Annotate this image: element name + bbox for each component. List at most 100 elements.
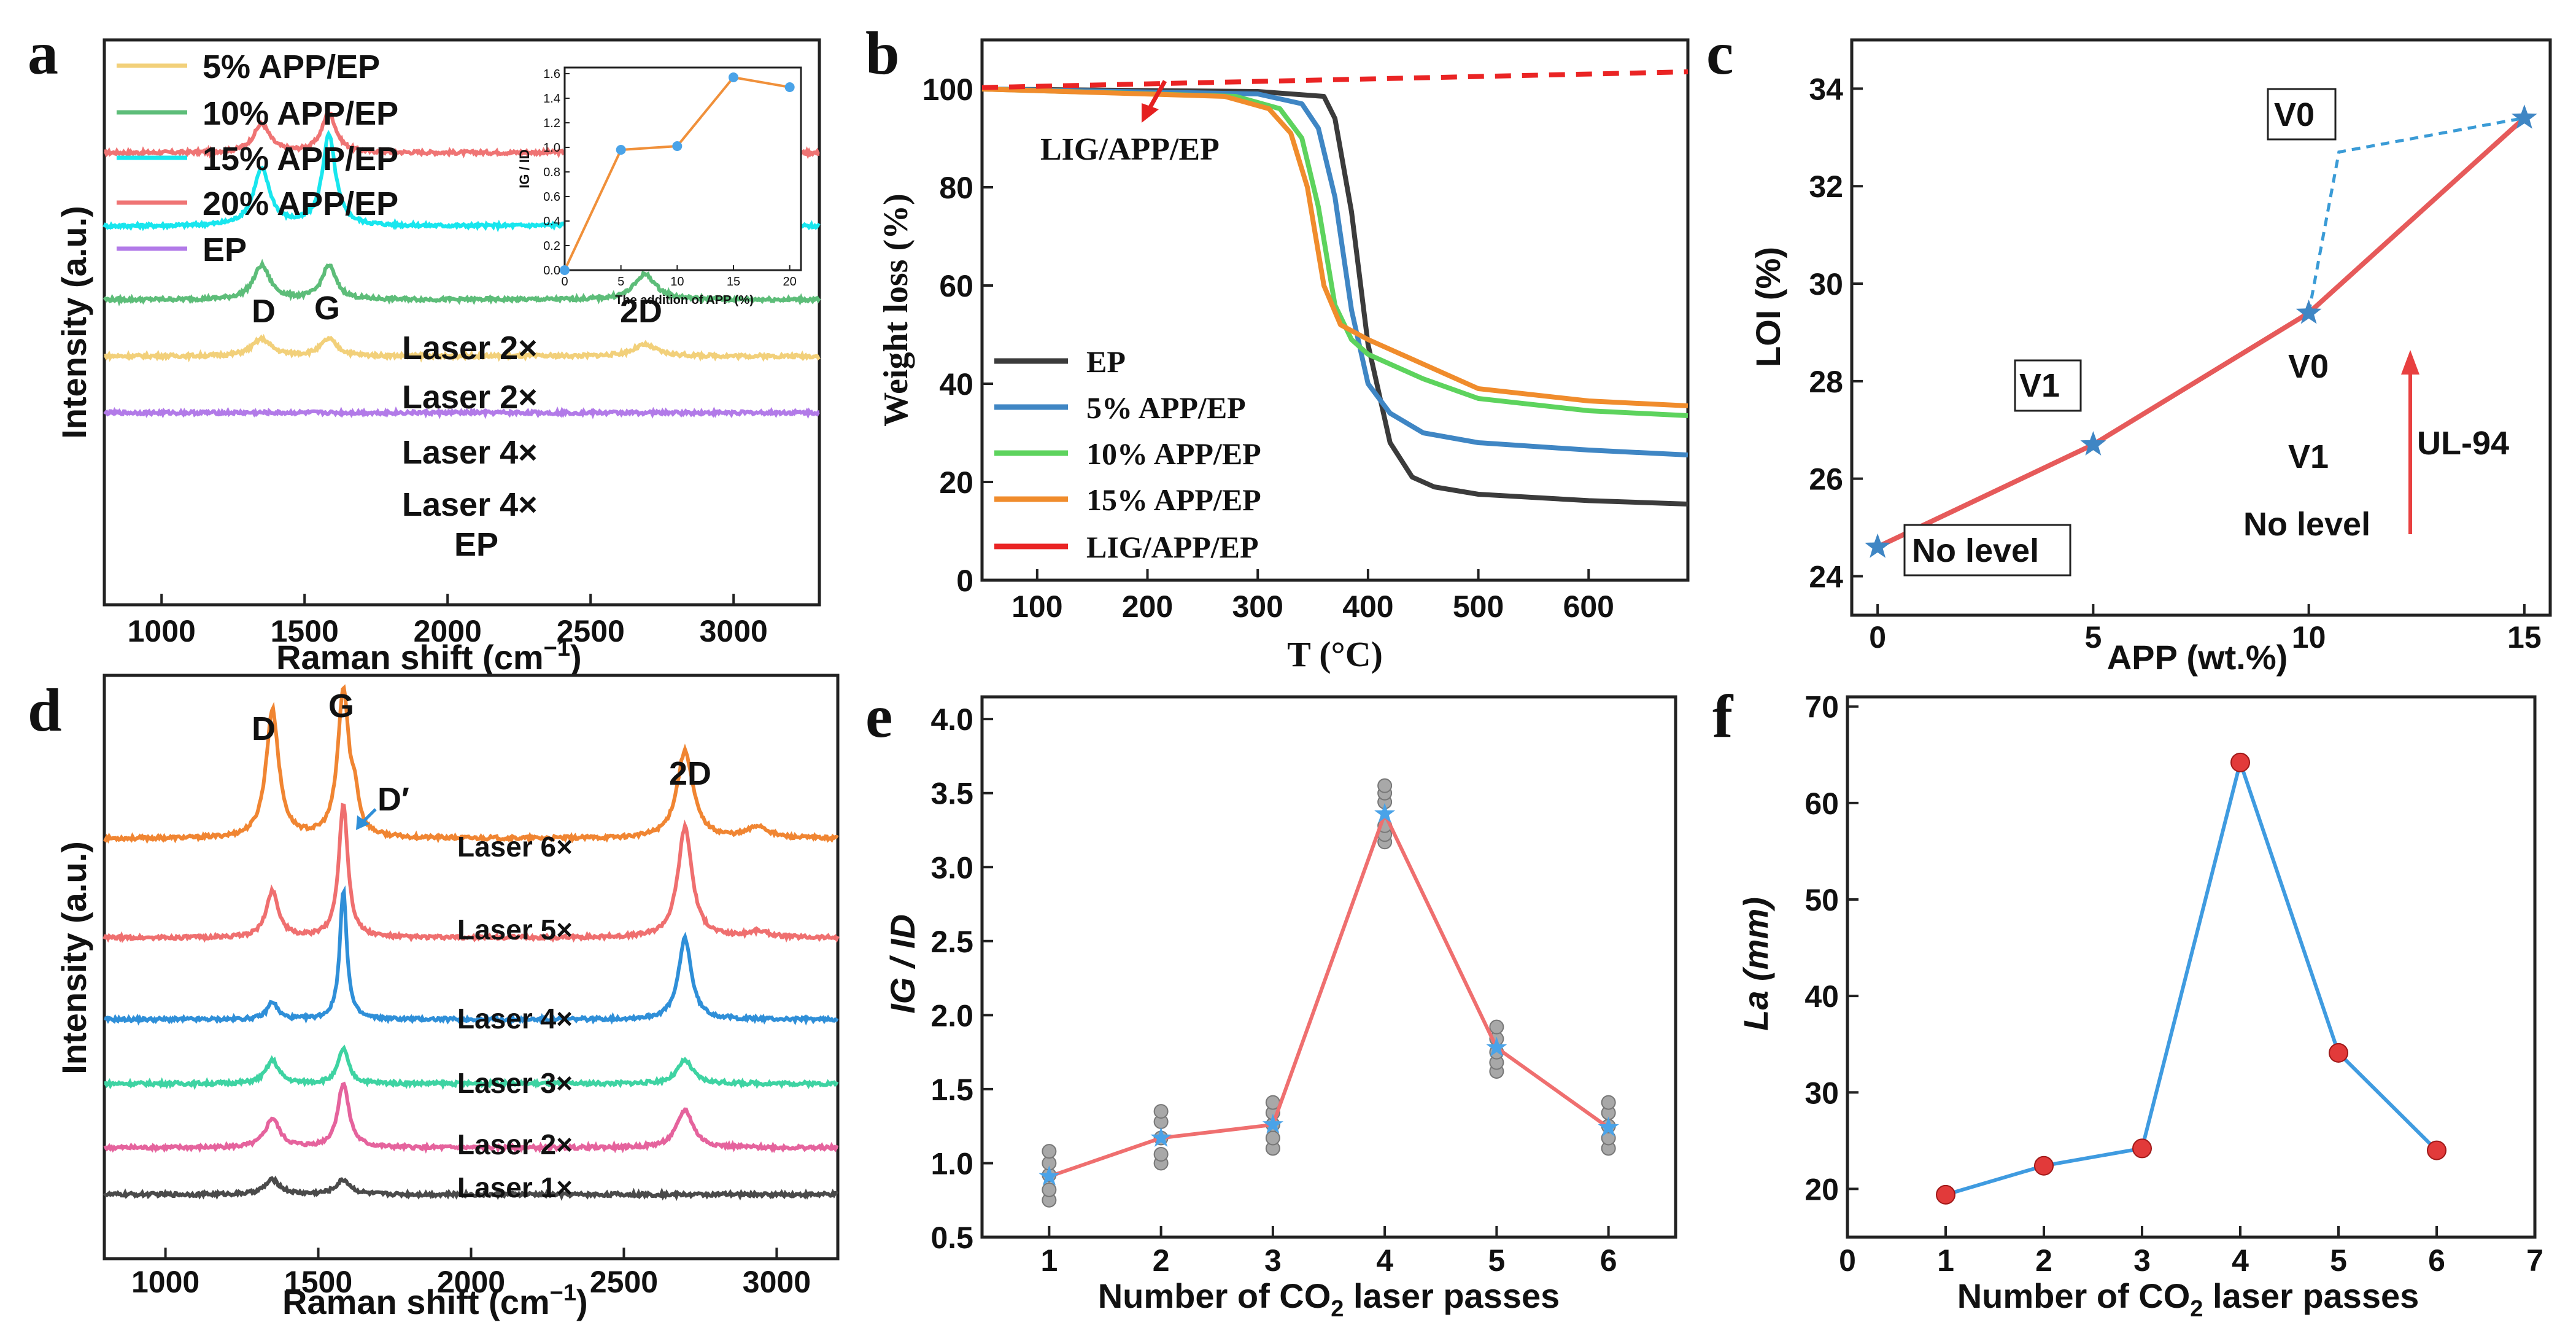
curve-label: Laser 4×	[402, 486, 538, 523]
y-tick-label: 60	[1804, 787, 1839, 821]
spectrum-line	[103, 406, 820, 419]
x-tick-label: 2000	[437, 1265, 505, 1299]
inset-point	[672, 141, 683, 151]
x-tick-label: 10	[2292, 620, 2326, 655]
curve-label: Laser 2×	[402, 379, 538, 416]
panel-c-frame	[1850, 38, 2552, 617]
y-tick-label: 28	[1809, 365, 1843, 399]
inset-x-tick-label: 10	[670, 275, 684, 289]
panel-letter-b: b	[865, 19, 900, 87]
y-tick-label: 34	[1809, 72, 1843, 106]
replicate-point	[1153, 1146, 1169, 1162]
x-tick-label: 100	[1011, 589, 1062, 624]
x-tick-label: 1	[1937, 1243, 1954, 1278]
la-point	[2034, 1156, 2054, 1176]
x-tick-label: 3000	[743, 1265, 811, 1299]
label-box-no-level	[1903, 524, 2071, 577]
inset-frame	[563, 66, 802, 271]
y-tick-label: 0.5	[930, 1221, 973, 1255]
x-tick-label: 200	[1122, 589, 1173, 624]
curve-label: Laser 5×	[457, 914, 573, 946]
inset-y-tick-label: 0.2	[543, 239, 560, 253]
panel-b-frame	[980, 38, 1690, 582]
x-tick-label: 1000	[128, 614, 196, 648]
tga-line	[981, 87, 1688, 408]
panel-f: f 0 1 2 3 4 5 6 7 20 30 40 50 60 70 La (mm) Number of…	[1712, 682, 2543, 1322]
label-box-v1	[2014, 359, 2082, 412]
legend-label-ep: EP	[203, 231, 247, 268]
tga-line	[981, 87, 1688, 507]
replicate-point	[1265, 1130, 1280, 1146]
panel-e-ylabel: IG / ID	[883, 914, 922, 1014]
mean-point-star	[1598, 1116, 1619, 1137]
x-tick-label: 3	[1264, 1243, 1282, 1278]
replicate-point	[1153, 1104, 1169, 1119]
arrow-shaft	[1147, 80, 1167, 111]
panel-a-frame	[102, 38, 821, 607]
x-tick-label: 1500	[284, 1265, 352, 1299]
inset-y-tick-label: 0.6	[543, 190, 560, 204]
y-tick-label: 80	[939, 171, 973, 205]
peak-label-d-prime: D′	[377, 781, 409, 818]
x-tick-label: 4	[2232, 1243, 2249, 1278]
y-tick-label: 1.5	[930, 1073, 973, 1107]
x-tick-label: 300	[1232, 589, 1283, 624]
curve-label: Laser 4×	[402, 434, 538, 471]
inset-y-tick-label: 0.4	[543, 215, 560, 228]
x-tick-label: 400	[1342, 589, 1393, 624]
panel-f-ylabel: La (mm)	[1736, 897, 1775, 1031]
la-line	[1945, 756, 2439, 1197]
panel-a-inset: 0 5 10 15 20 0.0 0.2 0.4 0.6 0.8 1.0 1.2 1.4 1.6 The …	[517, 66, 802, 307]
y-tick-label: 32	[1809, 169, 1843, 204]
panel-f-xlabel: Number of CO2 laser passes	[1957, 1276, 2419, 1322]
loi-point-star	[2296, 299, 2322, 324]
loi-point-star	[2080, 431, 2106, 456]
spectrum-line	[104, 1044, 839, 1090]
mean-point-star	[1374, 802, 1396, 823]
ul94-label: UL-94	[2417, 425, 2509, 462]
panel-d: d 1000 1500 2000 2500 3000 D G D′ 2D Laser 6…	[28, 674, 840, 1321]
loi-point-star	[1865, 533, 1891, 558]
x-tick-label: 5	[2330, 1243, 2347, 1278]
spectrum-line	[104, 885, 839, 1026]
replicate-point	[1377, 778, 1393, 793]
y-tick-label: 3.5	[930, 777, 973, 811]
panel-letter-f: f	[1712, 682, 1734, 750]
inset-x-tick-label: 15	[727, 275, 740, 289]
inset-plot: 0 5 10 15 20 0.0 0.2 0.4 0.6 0.8 1.0 1.2 1.4 1.6	[543, 68, 797, 289]
panel-c-ylabel: LOI (%)	[1749, 247, 1787, 367]
curve-label: EP	[454, 526, 498, 563]
inset-point	[784, 82, 795, 92]
mean-point-star	[1039, 1165, 1060, 1186]
y-tick-label: 60	[939, 269, 973, 303]
peak-label-2d: 2D	[620, 293, 662, 330]
scale-v0: V0	[2288, 348, 2329, 385]
y-tick-label: 20	[939, 465, 973, 500]
panel-a-xlabel: Raman shift (cm−1)	[276, 635, 582, 677]
inset-x-tick-label: 5	[617, 275, 624, 289]
y-tick-label: 40	[1804, 979, 1839, 1014]
x-tick-label: 500	[1453, 589, 1504, 624]
box-label-v0: V0	[2274, 96, 2315, 133]
x-tick-label: 7	[2526, 1243, 2543, 1278]
curve-label: Laser 3×	[457, 1067, 573, 1099]
replicate-point	[1489, 1019, 1504, 1035]
x-tick-label: 2	[2035, 1243, 2052, 1278]
spectrum-line	[102, 802, 840, 943]
loi-line	[1876, 116, 2526, 550]
mean-point-star	[1262, 1113, 1283, 1134]
panel-letter-a: a	[28, 19, 58, 87]
panel-b-xlabel: T (°C)	[1287, 634, 1383, 674]
legend-label-20pct: 20% APP/EP	[203, 185, 398, 222]
inset-x-tick-label: 20	[783, 275, 797, 289]
panel-a-x-ticks: 1000 1500 2000 2500 3000	[128, 594, 768, 648]
panel-d-ylabel: Intensity (a.u.)	[55, 841, 93, 1074]
y-tick-label: 0	[956, 564, 973, 598]
inset-y-tick-label: 1.4	[543, 92, 560, 106]
x-tick-label: 0	[1839, 1243, 1856, 1278]
y-tick-label: 4.0	[930, 702, 973, 737]
x-tick-label: 0	[1869, 620, 1886, 655]
y-tick-label: 70	[1804, 690, 1839, 724]
curve-label: Laser 1×	[457, 1171, 573, 1203]
